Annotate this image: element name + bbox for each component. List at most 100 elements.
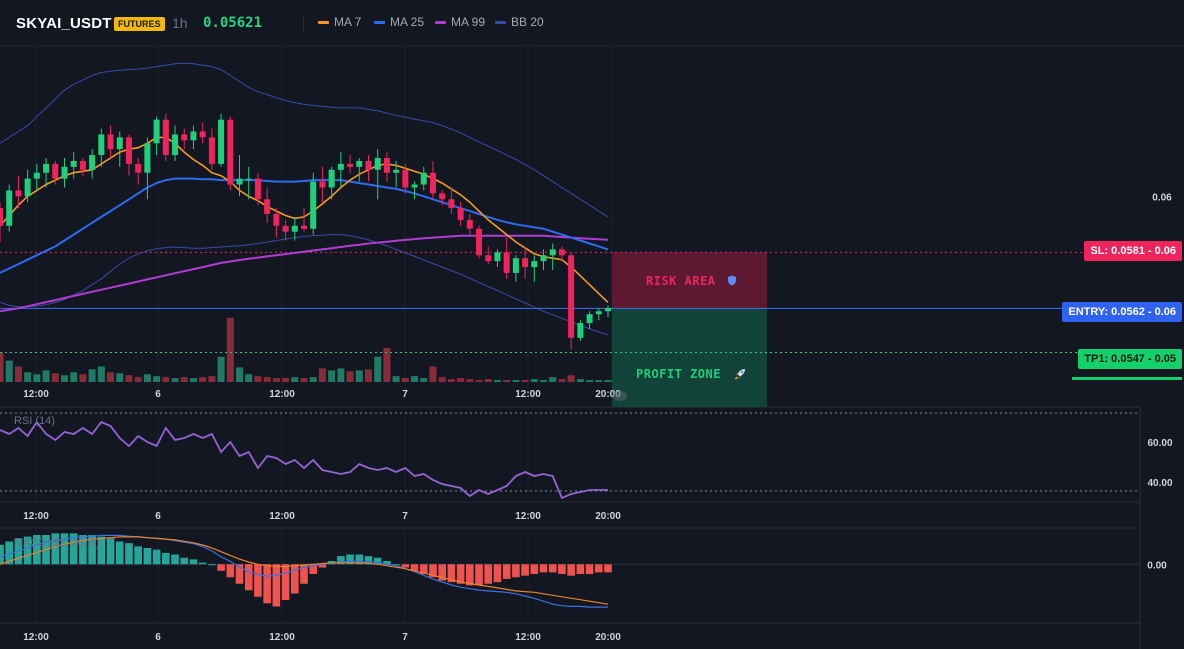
candle-body (402, 169, 409, 188)
macd-histogram-bar (502, 564, 511, 579)
volume-bar (291, 377, 299, 382)
volume-bar (199, 377, 207, 382)
legend-bb20[interactable]: BB 20 (495, 15, 544, 29)
rsi-time-label: 6 (155, 511, 161, 522)
macd-histogram-bar (567, 564, 575, 576)
macd-histogram-bar (539, 564, 548, 573)
candle-body (135, 163, 142, 173)
volume-bar (466, 379, 474, 382)
entry-tag[interactable]: ENTRY: 0.0562 - 0.06 (1062, 302, 1182, 322)
shield-icon (728, 275, 737, 286)
macd-histogram-bar (548, 564, 557, 573)
candle-body (568, 255, 575, 338)
candle-body (70, 160, 77, 167)
macd-histogram-bar (493, 564, 502, 583)
volume-bar (171, 378, 179, 382)
candle-body (89, 155, 96, 170)
macd-histogram-bar (337, 556, 345, 565)
macd-histogram-bar (254, 564, 262, 597)
legend-ma7[interactable]: MA 7 (318, 15, 361, 29)
volume-bar (420, 378, 428, 382)
volume-bar (475, 380, 483, 382)
candle-body (15, 190, 22, 197)
candle-body (107, 134, 114, 150)
profit-zone-text: PROFIT ZONE (636, 367, 721, 381)
stop-loss-tag[interactable]: SL: 0.0581 - 0.06 (1084, 241, 1182, 261)
candle-body (374, 158, 381, 170)
candle-body (264, 199, 271, 214)
macd-histogram-bar (318, 564, 327, 568)
volume-bar (586, 380, 594, 382)
volume-bar (14, 366, 22, 382)
legend-ma25-swatch (374, 20, 385, 24)
volume-bar (88, 369, 96, 382)
macd-line (0, 534, 608, 608)
candle-body (0, 208, 3, 226)
macd-histogram-bar (162, 552, 170, 565)
volume-bar (0, 352, 4, 382)
macd-histogram-bar (189, 559, 198, 565)
macd-histogram-bar (79, 534, 87, 565)
candle-body (33, 172, 40, 179)
macd-histogram-bar (419, 564, 428, 575)
macd-histogram-bar (530, 564, 539, 575)
candle-body (227, 119, 234, 185)
candle-body (411, 184, 418, 188)
candle-body (218, 119, 225, 164)
candle-body (273, 214, 280, 226)
macd-histogram-bar (106, 538, 115, 565)
candle-body (208, 137, 215, 164)
price-time-label: 20:00 (595, 389, 621, 400)
volume-bar (51, 373, 59, 382)
volume-bar (33, 374, 41, 382)
candle-body (494, 252, 501, 262)
volume-bar (328, 370, 336, 382)
futures-badge: FUTURES (114, 17, 165, 31)
legend-ma99[interactable]: MA 99 (435, 15, 485, 29)
volume-bar (180, 377, 188, 382)
candle-body (448, 199, 455, 209)
macd-histogram-bar (438, 564, 446, 581)
volume-bar (346, 371, 354, 382)
macd-histogram-bar (134, 546, 142, 565)
macd-histogram-bar (60, 533, 69, 565)
symbol-name[interactable]: SKYAI_USDT (16, 15, 112, 32)
volume-bar (24, 372, 32, 382)
candle-body (153, 119, 160, 144)
candle-body (291, 225, 298, 232)
risk-area-zone (612, 252, 767, 309)
legend-ma25[interactable]: MA 25 (374, 15, 424, 29)
candle-body (347, 163, 354, 167)
macd-histogram-bar (364, 556, 373, 565)
macd-histogram-bar (152, 549, 161, 565)
last-price: 0.05621 (203, 15, 263, 31)
macd-histogram-bar (447, 564, 456, 583)
volume-bar (558, 379, 566, 382)
macd-histogram-bar (585, 564, 594, 575)
macd-histogram-bar (604, 564, 612, 573)
volume-bar (217, 356, 225, 382)
volume-bar (208, 376, 216, 382)
volume-bar (97, 366, 105, 382)
timeframe-selector[interactable]: 1h (172, 15, 188, 31)
volume-bar (401, 378, 409, 382)
volume-bar (355, 370, 363, 382)
candle-body (485, 255, 492, 262)
candle-body (181, 134, 188, 141)
macd-histogram-bar (0, 544, 4, 565)
macd-histogram-bar (125, 543, 133, 565)
volume-bar (125, 375, 133, 382)
volume-bar (300, 378, 308, 382)
macd-histogram-bar (235, 564, 244, 584)
volume-bar (549, 377, 557, 382)
risk-area-text: RISK AREA (646, 274, 716, 288)
candle-body (61, 166, 68, 179)
volume-bar (42, 370, 50, 382)
volume-bar (567, 375, 575, 382)
candle-body (457, 208, 464, 220)
macd-histogram-bar (244, 564, 253, 591)
candle-body (365, 160, 372, 170)
take-profit-tag[interactable]: TP1: 0.0547 - 0.05 (1078, 349, 1182, 369)
volume-bar (70, 372, 78, 382)
